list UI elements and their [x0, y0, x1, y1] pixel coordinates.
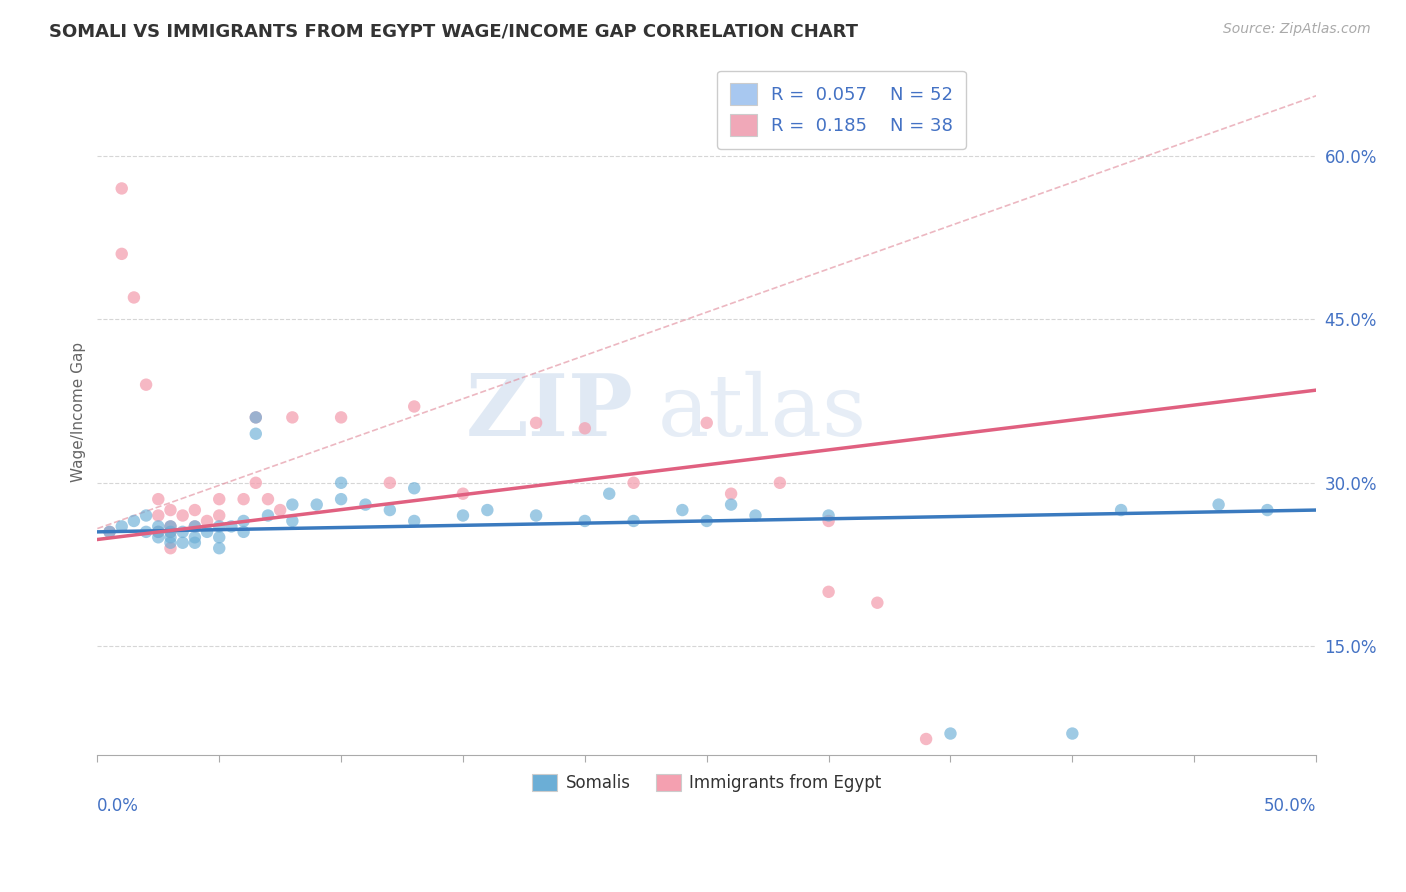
Point [1256, 503, 1278, 517]
Text: 50.0%: 50.0% [1264, 797, 1316, 814]
Point [159, 530, 181, 544]
Point [574, 421, 596, 435]
Point [524, 416, 547, 430]
Legend: Somalis, Immigrants from Egypt: Somalis, Immigrants from Egypt [526, 767, 887, 798]
Point [1208, 498, 1230, 512]
Point [866, 596, 889, 610]
Point [148, 508, 170, 523]
Point [122, 514, 145, 528]
Point [671, 503, 693, 517]
Point [208, 530, 231, 544]
Point [744, 508, 766, 523]
Point [378, 503, 401, 517]
Point [148, 530, 170, 544]
Point [159, 503, 181, 517]
Point [817, 584, 839, 599]
Point [769, 475, 792, 490]
Point [257, 492, 280, 507]
Point [122, 290, 145, 304]
Point [98, 524, 121, 539]
Point [195, 514, 218, 528]
Point [232, 514, 254, 528]
Point [1062, 726, 1084, 740]
Point [245, 410, 267, 425]
Point [159, 541, 181, 556]
Point [623, 514, 645, 528]
Point [524, 508, 547, 523]
Point [184, 535, 207, 549]
Point [574, 514, 596, 528]
Point [720, 498, 742, 512]
Point [451, 508, 474, 523]
Point [598, 486, 620, 500]
Text: SOMALI VS IMMIGRANTS FROM EGYPT WAGE/INCOME GAP CORRELATION CHART: SOMALI VS IMMIGRANTS FROM EGYPT WAGE/INC… [49, 22, 858, 40]
Point [232, 524, 254, 539]
Point [245, 426, 267, 441]
Point [404, 514, 426, 528]
Point [305, 498, 328, 512]
Point [623, 475, 645, 490]
Point [330, 410, 353, 425]
Point [817, 514, 839, 528]
Point [477, 503, 499, 517]
Point [208, 519, 231, 533]
Point [451, 486, 474, 500]
Point [281, 410, 304, 425]
Point [354, 498, 377, 512]
Point [915, 731, 938, 746]
Point [159, 535, 181, 549]
Point [696, 416, 718, 430]
Point [221, 519, 243, 533]
Point [330, 475, 353, 490]
Point [184, 503, 207, 517]
Point [172, 524, 194, 539]
Point [281, 498, 304, 512]
Point [111, 181, 134, 195]
Point [111, 519, 134, 533]
Point [172, 535, 194, 549]
Point [817, 508, 839, 523]
Text: atlas: atlas [658, 370, 868, 453]
Text: ZIP: ZIP [465, 370, 634, 454]
Point [98, 524, 121, 539]
Point [184, 519, 207, 533]
Point [172, 508, 194, 523]
Point [159, 524, 181, 539]
Point [378, 475, 401, 490]
Point [939, 726, 962, 740]
Point [148, 492, 170, 507]
Text: Source: ZipAtlas.com: Source: ZipAtlas.com [1223, 22, 1371, 37]
Point [148, 519, 170, 533]
Point [195, 524, 218, 539]
Point [245, 475, 267, 490]
Point [135, 508, 157, 523]
Y-axis label: Wage/Income Gap: Wage/Income Gap [72, 342, 86, 482]
Point [159, 524, 181, 539]
Point [281, 514, 304, 528]
Point [208, 492, 231, 507]
Point [111, 247, 134, 261]
Point [184, 530, 207, 544]
Point [330, 492, 353, 507]
Point [257, 508, 280, 523]
Point [245, 410, 267, 425]
Point [135, 377, 157, 392]
Point [1109, 503, 1132, 517]
Point [232, 492, 254, 507]
Point [269, 503, 291, 517]
Point [135, 524, 157, 539]
Point [208, 508, 231, 523]
Point [404, 481, 426, 495]
Point [184, 519, 207, 533]
Point [720, 486, 742, 500]
Point [159, 519, 181, 533]
Point [208, 541, 231, 556]
Point [148, 524, 170, 539]
Point [159, 519, 181, 533]
Text: 0.0%: 0.0% [97, 797, 139, 814]
Point [148, 524, 170, 539]
Point [696, 514, 718, 528]
Point [404, 400, 426, 414]
